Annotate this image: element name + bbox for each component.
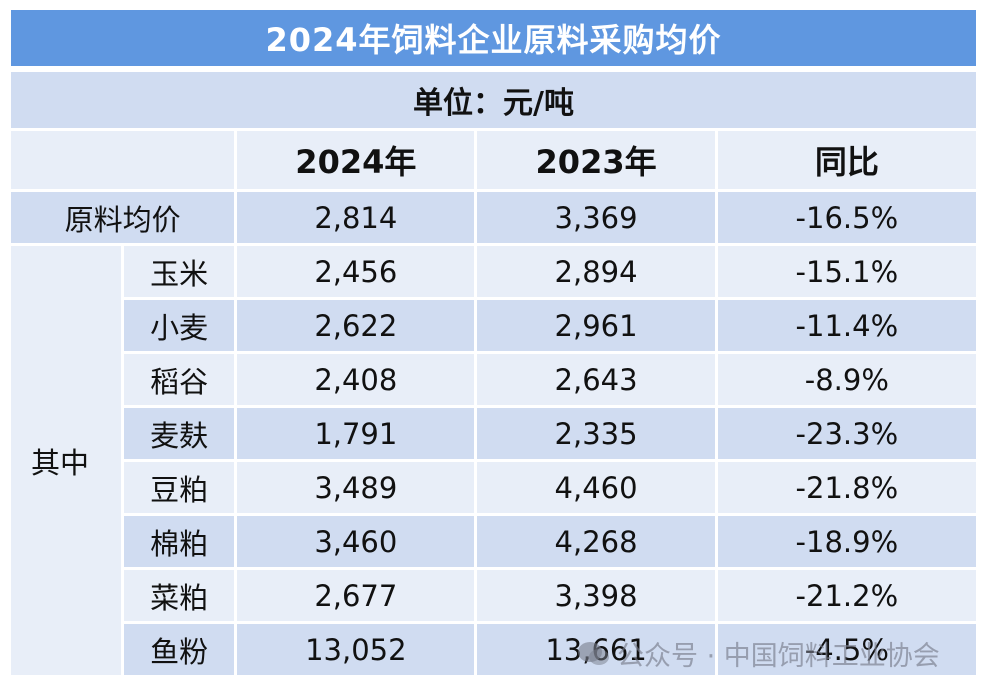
cell-yoy: -11.4% [717,300,976,351]
row-label: 豆粕 [124,462,235,513]
cell-yoy: -4.5% [717,624,976,675]
cell-2024: 13,052 [237,624,475,675]
cell-2023: 4,460 [477,462,715,513]
table-row: 棉粕 3,460 4,268 -18.9% [11,516,976,567]
row-label: 鱼粉 [124,624,235,675]
cell-2023: 2,894 [477,246,715,297]
row-label: 菜粕 [124,570,235,621]
header-blank [11,131,235,189]
cell-2023: 2,643 [477,354,715,405]
row-label: 小麦 [124,300,235,351]
table-row: 麦麸 1,791 2,335 -23.3% [11,408,976,459]
cell-yoy: -18.9% [717,516,976,567]
header-2024: 2024年 [237,131,475,189]
cell-yoy: -21.8% [717,462,976,513]
row-label: 棉粕 [124,516,235,567]
group-label: 其中 [11,246,122,675]
header-row: 2024年 2023年 同比 [11,131,976,189]
table-row: 菜粕 2,677 3,398 -21.2% [11,570,976,621]
cell-2023: 4,268 [477,516,715,567]
row-label: 玉米 [124,246,235,297]
price-table: 2024年 2023年 同比 原料均价 2,814 3,369 -16.5% 其… [8,128,979,678]
cell-2024: 2,456 [237,246,475,297]
cell-2023: 3,369 [477,192,715,243]
table-row: 原料均价 2,814 3,369 -16.5% [11,192,976,243]
cell-2024: 2,408 [237,354,475,405]
cell-2024: 1,791 [237,408,475,459]
cell-2023: 13,661 [477,624,715,675]
cell-2024: 2,814 [237,192,475,243]
table-row: 小麦 2,622 2,961 -11.4% [11,300,976,351]
cell-yoy: -8.9% [717,354,976,405]
cell-yoy: -21.2% [717,570,976,621]
price-table-container: 2024年饲料企业原料采购均价 单位：元/吨 2024年 2023年 同比 原料… [11,10,976,678]
unit-label: 单位：元/吨 [11,72,976,128]
cell-yoy: -15.1% [717,246,976,297]
table-row: 鱼粉 13,052 13,661 -4.5% [11,624,976,675]
cell-2024: 2,622 [237,300,475,351]
cell-2023: 2,961 [477,300,715,351]
table-row: 其中 玉米 2,456 2,894 -15.1% [11,246,976,675]
cell-2024: 3,460 [237,516,475,567]
cell-yoy: -16.5% [717,192,976,243]
cell-2024: 3,489 [237,462,475,513]
row-label: 稻谷 [124,354,235,405]
table-row: 稻谷 2,408 2,643 -8.9% [11,354,976,405]
cell-yoy: -23.3% [717,408,976,459]
cell-2023: 2,335 [477,408,715,459]
cell-2024: 2,677 [237,570,475,621]
header-yoy: 同比 [717,131,976,189]
row-label: 原料均价 [11,192,235,243]
table-title: 2024年饲料企业原料采购均价 [11,10,976,66]
header-2023: 2023年 [477,131,715,189]
row-label: 麦麸 [124,408,235,459]
table-row: 豆粕 3,489 4,460 -21.8% [11,462,976,513]
cell-2023: 3,398 [477,570,715,621]
